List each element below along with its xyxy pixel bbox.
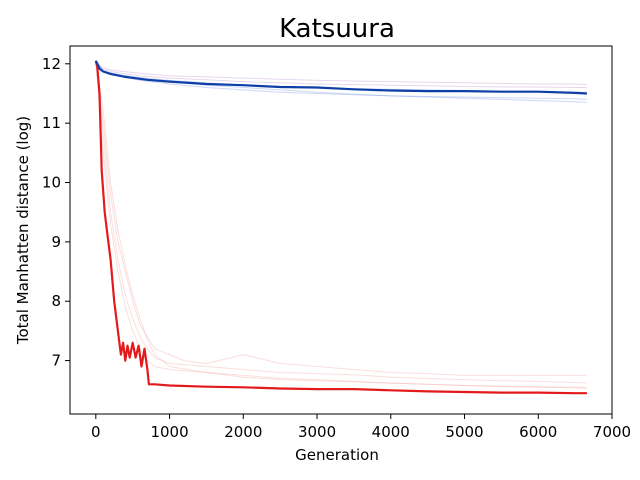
x-tick-label: 1000 <box>150 423 188 441</box>
y-tick-label: 11 <box>42 114 61 132</box>
main-series-line-0 <box>94 60 587 395</box>
x-tick-label: 6000 <box>519 423 557 441</box>
x-tick-label: 4000 <box>372 423 410 441</box>
faint-series-line-10 <box>95 60 587 93</box>
y-axis-label: Total Manhatten distance (log) <box>14 116 32 345</box>
x-tick-label: 7000 <box>593 423 631 441</box>
faint-series-line-2 <box>95 60 587 376</box>
y-axis: 7 8 9 10 11 12 <box>42 55 70 370</box>
y-tick-label: 12 <box>42 55 61 73</box>
faint-series-line-9 <box>95 60 587 88</box>
x-tick-label: 0 <box>91 423 101 441</box>
y-tick-label: 9 <box>51 233 61 251</box>
chart-title: Katsuura <box>279 14 395 44</box>
y-tick-label: 8 <box>51 292 61 310</box>
x-axis: 0 1000 2000 3000 4000 5000 6000 7000 <box>91 414 631 441</box>
plot-area <box>94 60 587 395</box>
faint-series-line-4 <box>95 60 587 389</box>
y-tick-label: 10 <box>42 174 61 192</box>
x-tick-label: 2000 <box>224 423 262 441</box>
faint-series-line-8 <box>95 60 587 86</box>
x-tick-label: 3000 <box>298 423 336 441</box>
plot-frame <box>69 45 613 415</box>
faint-series-line-5 <box>95 60 587 388</box>
x-tick-label: 5000 <box>445 423 483 441</box>
y-tick-label: 7 <box>51 352 61 370</box>
faint-series-line-3 <box>95 60 587 384</box>
main-series-line-1 <box>94 60 587 95</box>
x-axis-label: Generation <box>295 446 379 464</box>
